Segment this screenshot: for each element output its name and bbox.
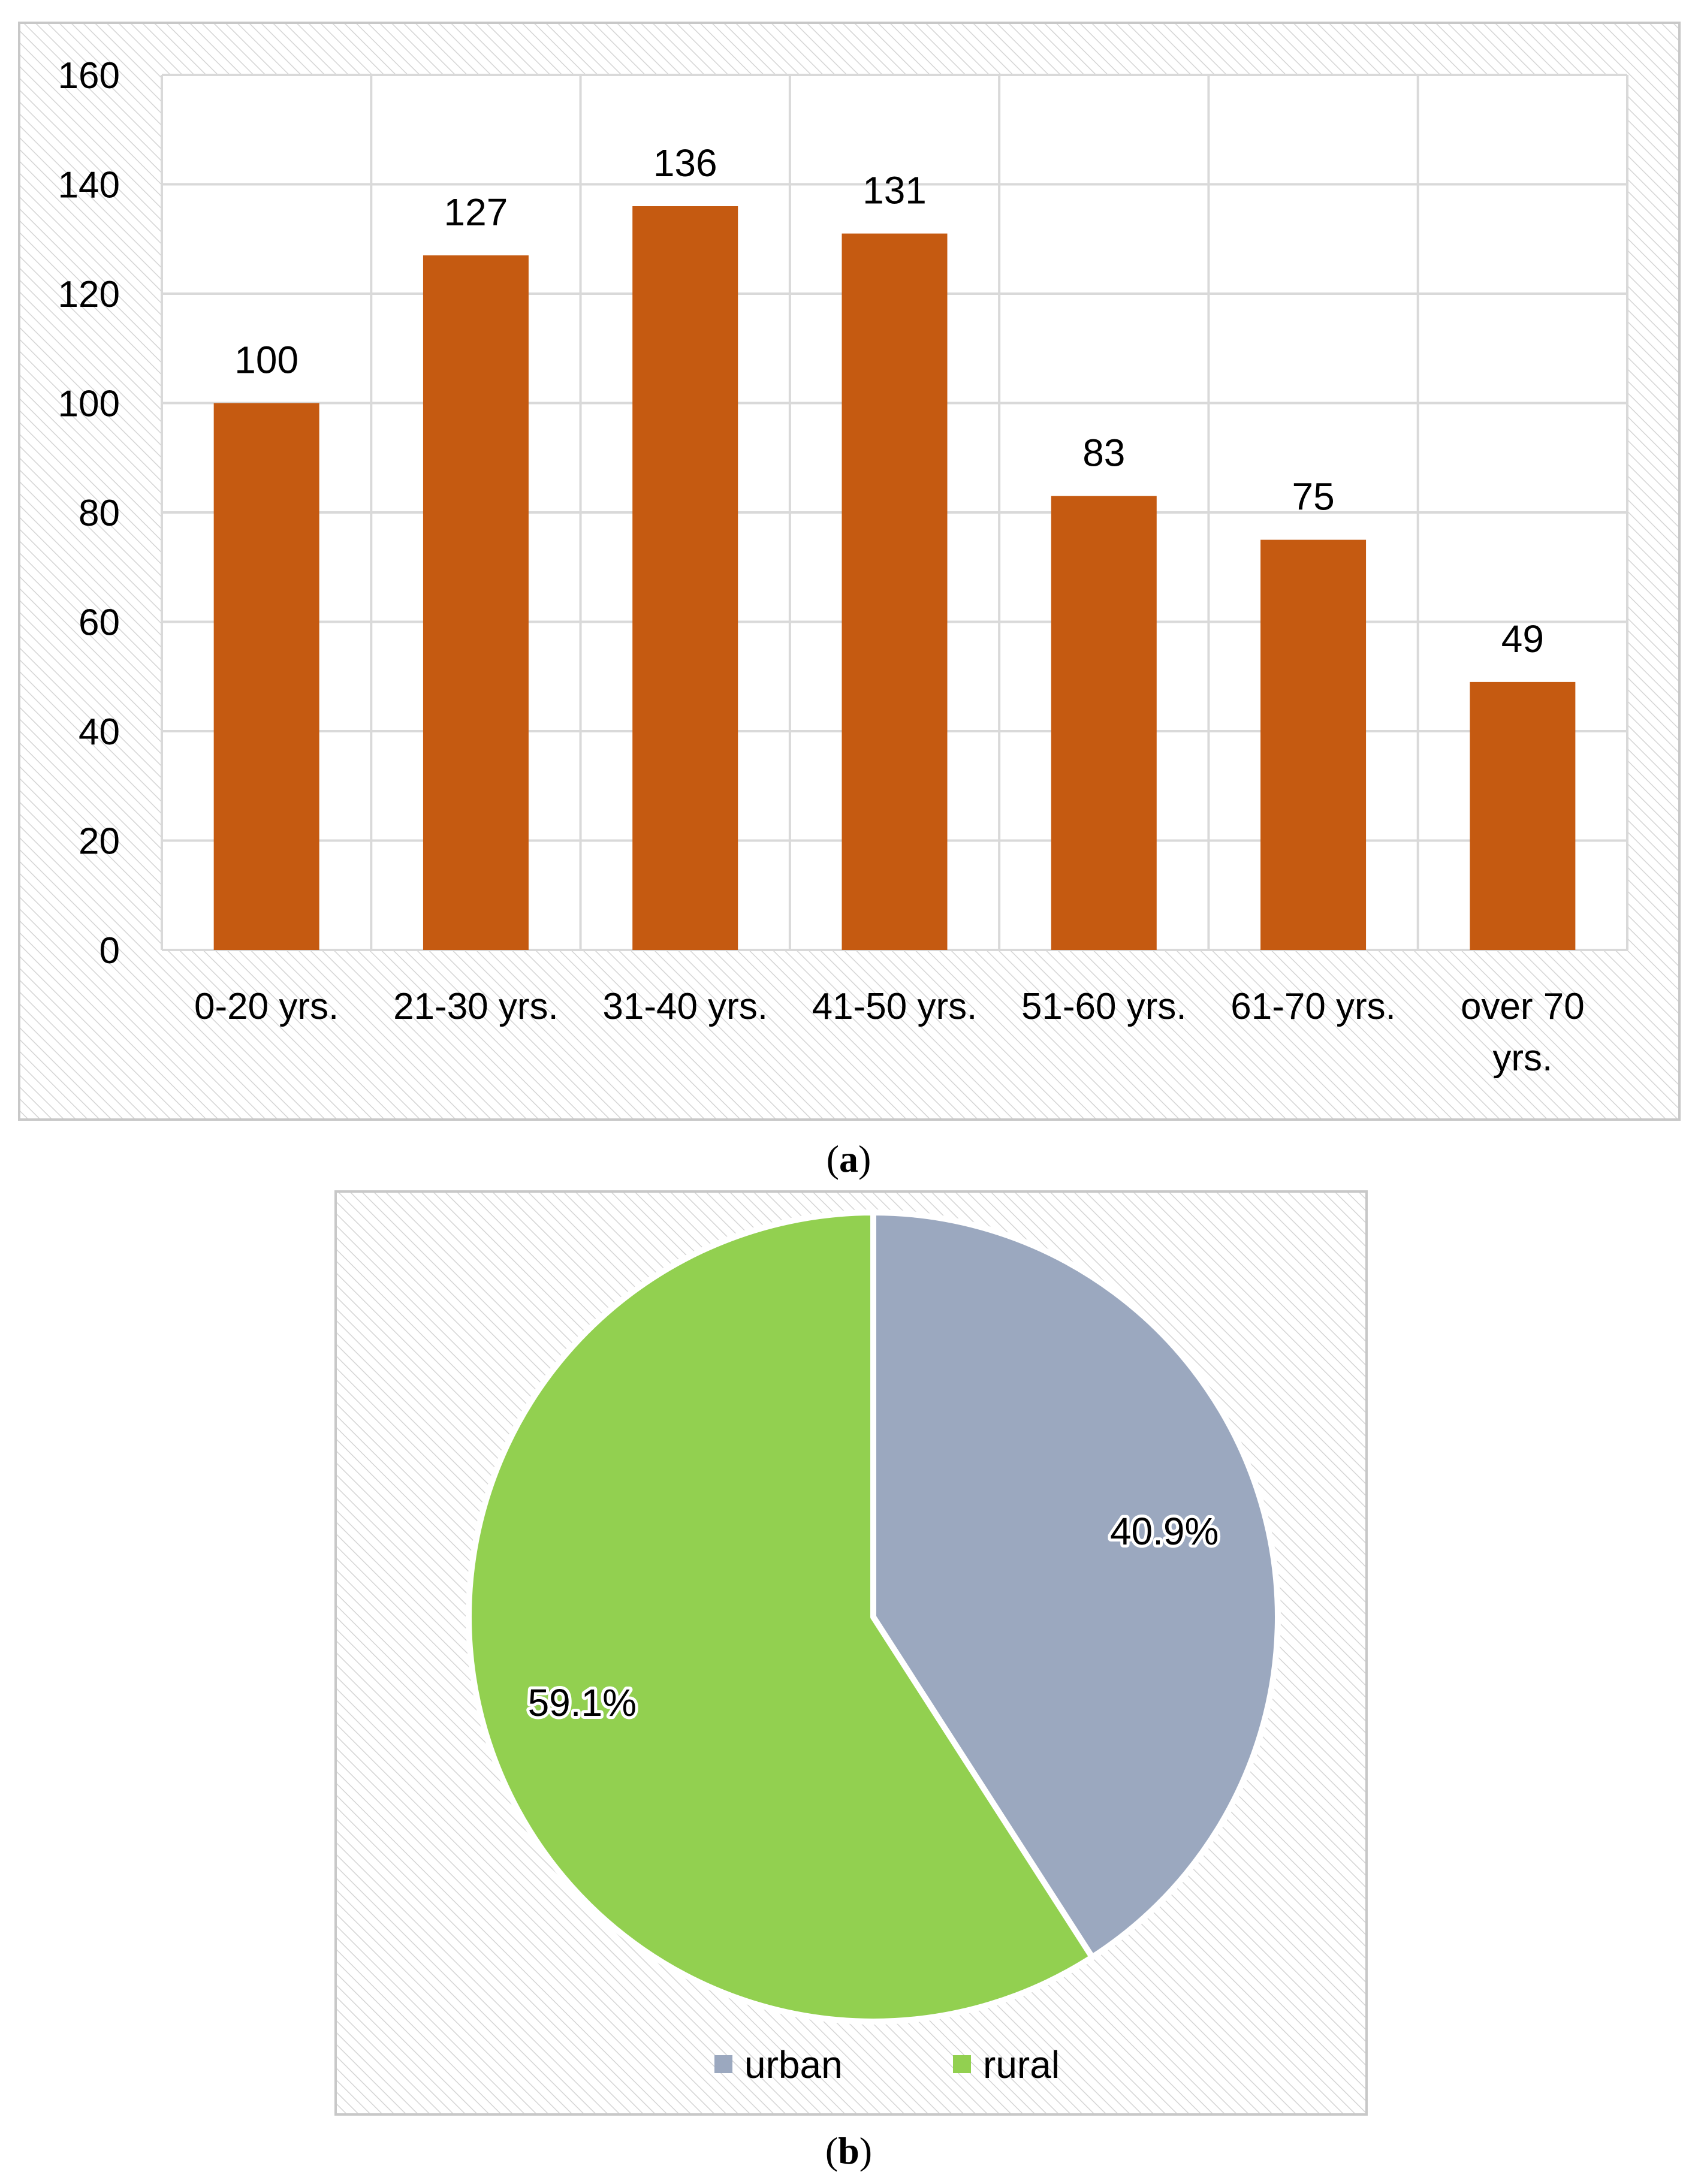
bar-value-label: 131 [862,169,927,212]
bar-value-label: 83 [1082,432,1125,475]
x-tick-label: 51-60 yrs. [1021,986,1187,1027]
bar [1051,496,1157,950]
bar-data-labels: 100 127 136 131 83 75 49 [234,141,1544,660]
bar [632,206,738,950]
y-tick-label: 60 [79,602,120,644]
bar-chart-panel: 0 20 40 60 80 100 120 140 160 100 127 136 131 83 75 49… [18,22,1681,1121]
caption-a: (a) [827,1138,871,1180]
bar [1470,681,1576,950]
pie-legend: urban rural [714,2043,1060,2086]
y-tick-label: 160 [58,55,120,96]
bar [423,255,529,950]
bar-value-label: 127 [444,191,508,234]
legend-label-urban: urban [744,2043,843,2086]
y-tick-label: 0 [99,930,120,972]
bar-value-label: 49 [1501,617,1544,660]
y-axis-tick-labels: 0 20 40 60 80 100 120 140 160 [58,55,120,972]
x-axis-tick-labels: 0-20 yrs. 21-30 yrs. 31-40 yrs. 41-50 yrs. 5… [194,986,1585,1079]
bars [213,206,1576,950]
legend-swatch-rural [953,2055,971,2073]
legend-label-rural: rural [983,2043,1060,2086]
bar [842,233,948,950]
caption-b: (b) [825,2129,872,2172]
x-tick-label: 21-30 yrs. [393,986,559,1027]
pie-chart-panel: 40.9% 59.1% urban rural [334,1190,1368,2116]
pie-slices [466,1209,1281,2025]
bar-value-label: 100 [234,339,298,382]
y-tick-label: 20 [79,821,120,862]
pie-percent-label-urban: 40.9% [1110,1510,1219,1553]
x-tick-label: 31-40 yrs. [602,986,768,1027]
y-tick-label: 100 [58,384,120,425]
pie-slice-rural [466,1209,1096,2025]
bar [213,403,319,950]
y-tick-label: 80 [79,493,120,534]
bar-value-label: 75 [1292,475,1334,518]
x-tick-label: 0-20 yrs. [194,986,339,1027]
legend-swatch-urban [714,2055,732,2073]
y-tick-label: 120 [58,274,120,315]
x-tick-label: 61-70 yrs. [1230,986,1396,1027]
bar [1260,539,1367,950]
pie-slice-labels: 40.9% 59.1% [525,1507,1222,1727]
y-tick-label: 140 [58,165,120,206]
x-tick-label: over 70 yrs. [1461,986,1585,1079]
bar-value-label: 136 [653,141,717,185]
y-tick-label: 40 [79,711,120,753]
pie-percent-label-rural: 59.1% [528,1681,637,1724]
x-tick-label: 41-50 yrs. [812,986,978,1027]
